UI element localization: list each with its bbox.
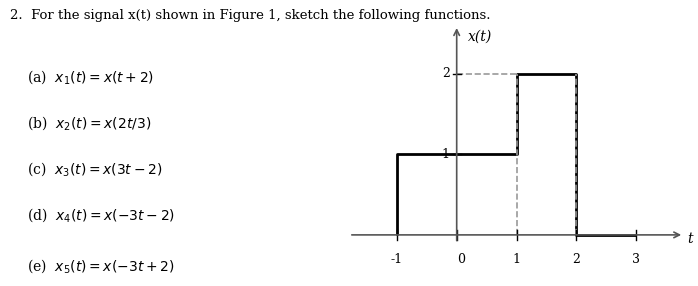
Text: (c)  $x_3(t) = x(3t-2)$: (c) $x_3(t) = x(3t-2)$ xyxy=(27,160,162,178)
Text: 2: 2 xyxy=(442,67,450,80)
Text: 1: 1 xyxy=(512,253,521,266)
Text: 2: 2 xyxy=(572,253,580,266)
Text: t: t xyxy=(687,232,692,246)
Text: 3: 3 xyxy=(632,253,640,266)
Text: 2.  For the signal x(t) shown in Figure 1, sketch the following functions.: 2. For the signal x(t) shown in Figure 1… xyxy=(10,9,491,21)
Text: 0: 0 xyxy=(457,253,466,266)
Text: 1: 1 xyxy=(442,148,450,161)
Text: x(t): x(t) xyxy=(468,29,491,43)
Text: (b)  $x_2(t) = x(2t/3)$: (b) $x_2(t) = x(2t/3)$ xyxy=(27,114,151,132)
Text: (e)  $x_5(t) = x(-3t+2)$: (e) $x_5(t) = x(-3t+2)$ xyxy=(27,257,174,275)
Text: -1: -1 xyxy=(391,253,403,266)
Text: (d)  $x_4(t) = x(-3t-2)$: (d) $x_4(t) = x(-3t-2)$ xyxy=(27,206,175,224)
Text: (a)  $x_1(t) = x(t+2)$: (a) $x_1(t) = x(t+2)$ xyxy=(27,69,154,86)
